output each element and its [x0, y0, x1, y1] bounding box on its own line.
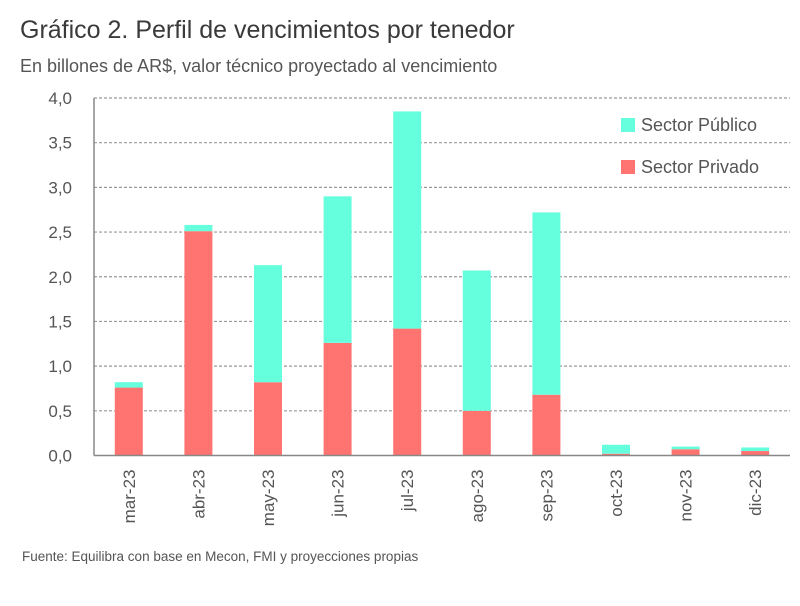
bar-sector-publico — [393, 111, 422, 329]
y-tick-label: 1,0 — [48, 357, 72, 376]
legend-label: Sector Público — [641, 115, 757, 135]
bar-sector-privado — [323, 342, 352, 456]
bar-sector-publico — [254, 265, 282, 383]
legend-swatch — [621, 118, 635, 132]
bar-sector-privado — [741, 451, 770, 456]
bar-sector-publico — [532, 212, 561, 395]
y-tick-label: 3,5 — [48, 134, 72, 153]
bar-sector-privado — [671, 449, 700, 456]
legend-swatch — [621, 160, 635, 174]
x-tick-label: dic-23 — [746, 470, 765, 516]
bar-sector-privado — [184, 231, 213, 456]
bar-sector-publico — [462, 270, 491, 411]
bar-sector-publico — [741, 447, 770, 452]
y-tick-label: 0,0 — [48, 447, 72, 466]
bar-sector-publico — [323, 196, 352, 343]
x-tick-label: oct-23 — [607, 470, 626, 517]
bar-sector-privado — [393, 328, 422, 456]
x-tick-label: abr-23 — [189, 470, 208, 519]
x-tick-label: ago-23 — [468, 470, 487, 523]
chart-subtitle: En billones de AR$, valor técnico proyec… — [20, 56, 498, 76]
legend-label: Sector Privado — [641, 157, 759, 177]
y-tick-label: 4,0 — [48, 89, 72, 108]
bar-sector-publico — [184, 224, 213, 232]
x-tick-label: nov-23 — [677, 470, 696, 522]
x-tick-label: jun-23 — [329, 470, 348, 518]
bar-sector-publico — [602, 444, 630, 454]
bar-sector-privado — [602, 453, 630, 456]
bar-sector-privado — [462, 410, 491, 456]
x-tick-label: sep-23 — [537, 470, 556, 522]
x-tick-label: mar-23 — [120, 470, 139, 524]
bar-sector-privado — [114, 387, 143, 456]
x-tick-label: may-23 — [259, 470, 278, 527]
bar-sector-publico — [114, 382, 143, 388]
bar-sector-privado — [254, 382, 282, 456]
y-tick-label: 2,0 — [48, 268, 72, 287]
y-tick-label: 2,5 — [48, 223, 72, 242]
chart-source: Fuente: Equilibra con base en Mecon, FMI… — [22, 549, 419, 564]
y-tick-label: 3,0 — [48, 178, 72, 197]
y-tick-label: 1,5 — [48, 312, 72, 331]
x-tick-label: jul-23 — [398, 470, 417, 513]
y-tick-label: 0,5 — [48, 402, 72, 421]
bar-sector-publico — [671, 446, 700, 450]
chart-title: Gráfico 2. Perfil de vencimientos por te… — [20, 16, 515, 44]
bar-sector-privado — [532, 394, 561, 456]
